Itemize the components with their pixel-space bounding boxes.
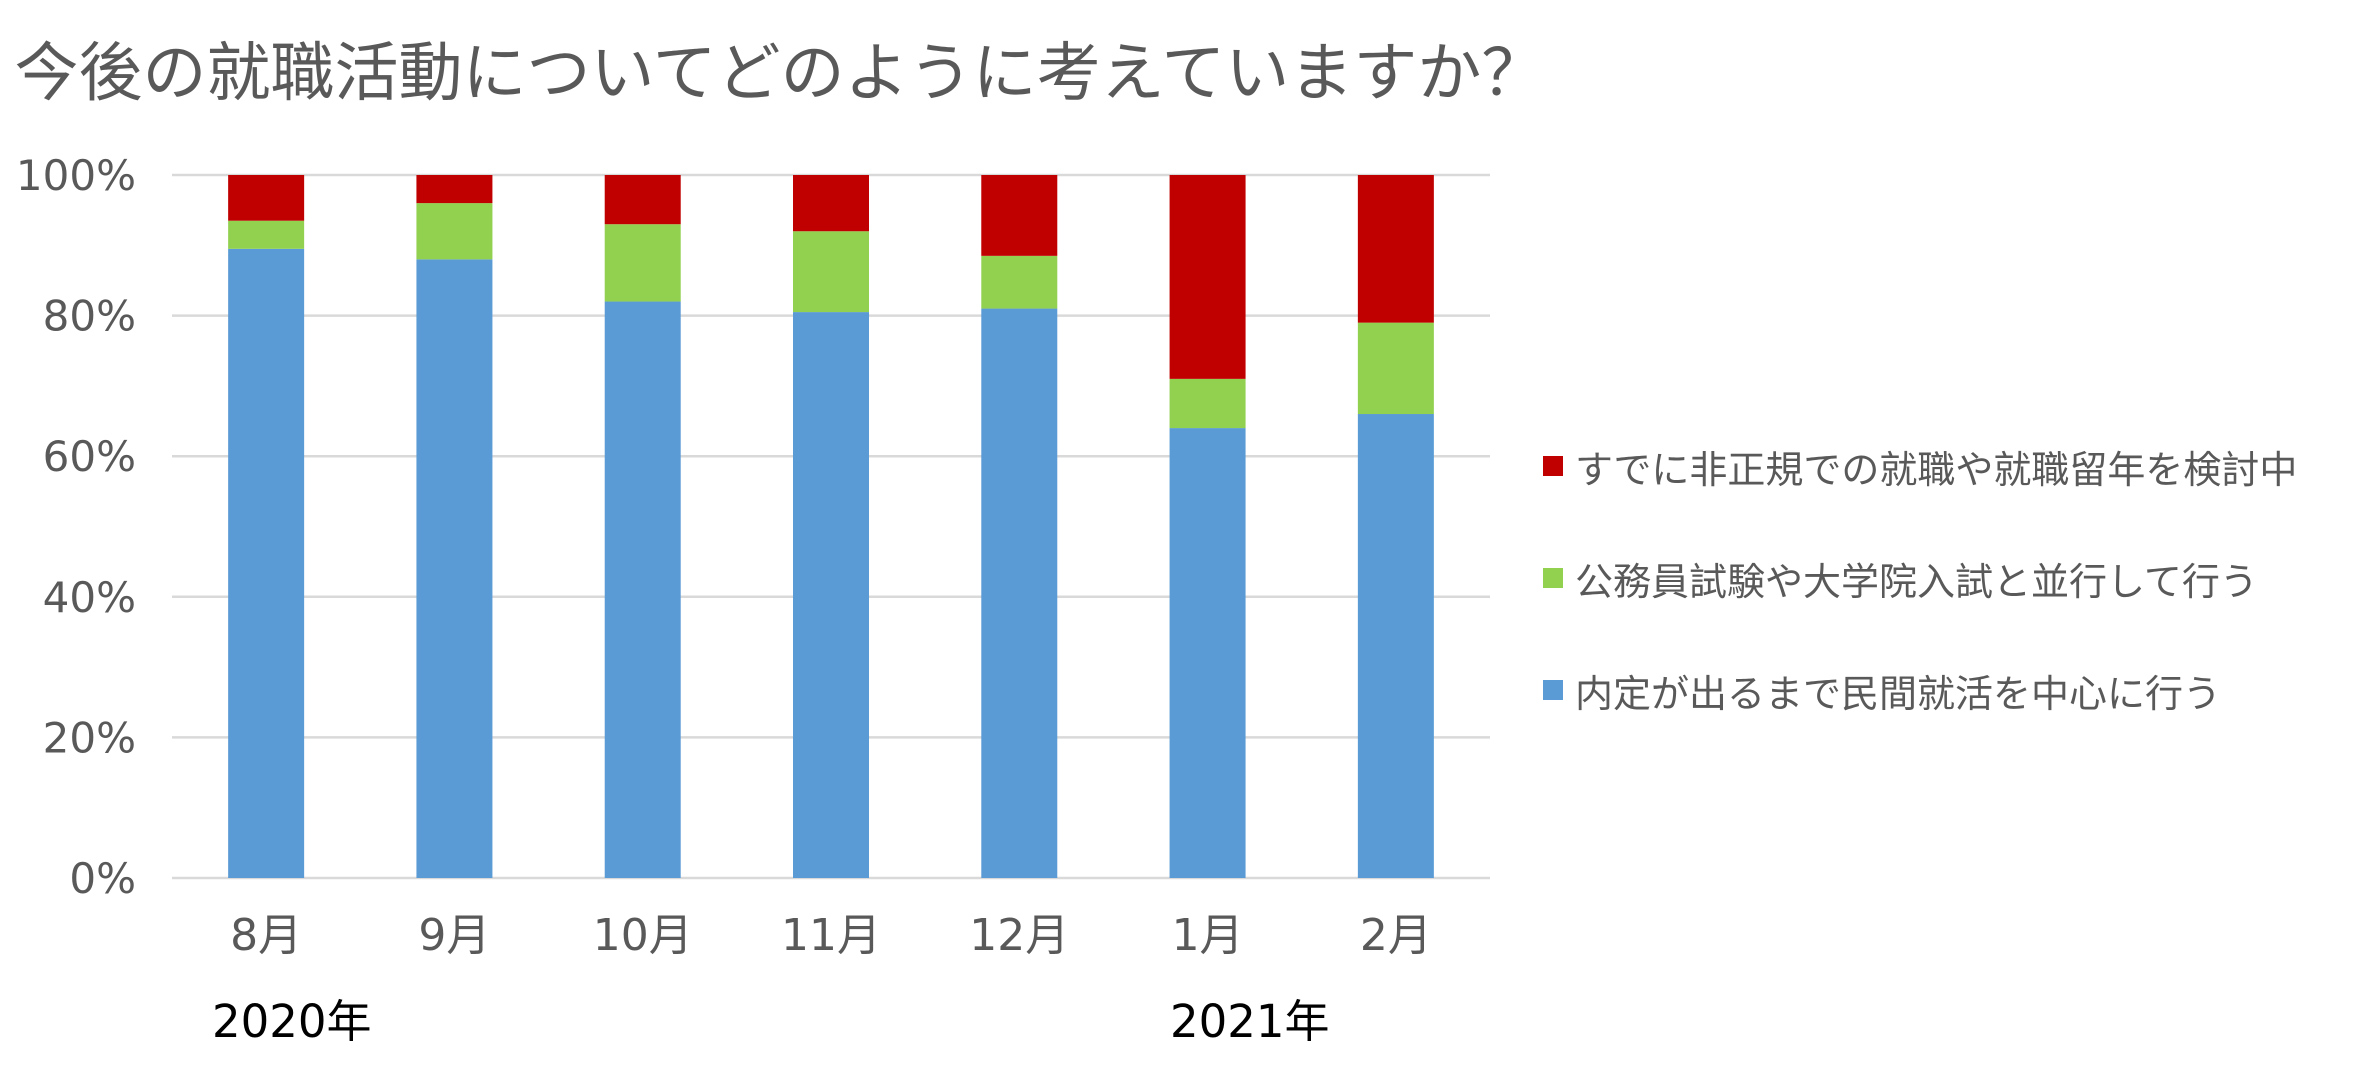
legend-label: 公務員試験や大学院入試と並行して行う — [1575, 559, 2258, 604]
y-tick-label: 60% — [43, 432, 136, 481]
bar-segment — [1357, 175, 1434, 323]
x-tick-label: 2月 — [1360, 910, 1432, 961]
y-tick-label: 40% — [43, 573, 136, 622]
bar-segment — [1169, 175, 1246, 379]
bar-segment — [228, 248, 305, 878]
chart-title: 今後の就職活動についてどのように考えていますか？ — [14, 37, 1546, 111]
legend-label: 内定が出るまで民間就活を中心に行う — [1575, 671, 2222, 716]
y-tick-label: 100% — [16, 151, 136, 200]
y-tick-label: 0% — [69, 854, 136, 903]
bar-segment — [416, 203, 493, 260]
bar-segment — [228, 220, 305, 249]
y-tick-label: 20% — [43, 713, 136, 762]
bar-segment — [416, 175, 493, 204]
bar-segment — [793, 231, 869, 313]
legend-swatch — [1543, 680, 1563, 700]
bar-segment — [228, 175, 305, 221]
legend-item: 公務員試験や大学院入試と並行して行う — [1543, 522, 2297, 634]
bar-segment — [981, 175, 1058, 256]
bar-segment — [604, 301, 681, 878]
year-label-2021: 2021年 — [1170, 995, 1330, 1048]
x-tick-label: 8月 — [230, 910, 302, 961]
chart-plot-area: 0% 20% 40% 60% 80% 100% 8月 9月 10月 11月 12月 1月 2月 — [16, 151, 1490, 961]
year-label-2020: 2020年 — [212, 995, 372, 1048]
bar-segment — [604, 224, 681, 302]
legend-label: すでに非正規での就職や就職留年を検討中 — [1575, 447, 2298, 492]
x-tick-label: 11月 — [781, 910, 881, 961]
x-tick-label: 12月 — [969, 910, 1069, 961]
bar-segment — [793, 312, 869, 879]
bar-segment — [1169, 378, 1246, 429]
bar-segment — [981, 255, 1058, 309]
legend-swatch — [1543, 568, 1563, 588]
x-tick-label: 1月 — [1172, 910, 1244, 961]
legend-item: 内定が出るまで民間就活を中心に行う — [1543, 634, 2297, 746]
legend-swatch — [1543, 456, 1563, 476]
x-tick-label: 9月 — [418, 910, 490, 961]
bar-segment — [1357, 414, 1434, 878]
chart-legend: すでに非正規での就職や就職留年を検討中 公務員試験や大学院入試と並行して行う 内定が… — [1543, 410, 2297, 746]
bar-segment — [1169, 428, 1246, 878]
bar-segment — [981, 308, 1058, 878]
bar-segment — [1357, 322, 1434, 415]
bar-segment — [604, 175, 681, 225]
legend-item: すでに非正規での就職や就職留年を検討中 — [1543, 410, 2297, 522]
x-tick-label: 10月 — [593, 910, 693, 961]
bar-segment — [416, 259, 493, 878]
bar-segment — [793, 175, 869, 232]
y-tick-label: 80% — [43, 292, 136, 341]
